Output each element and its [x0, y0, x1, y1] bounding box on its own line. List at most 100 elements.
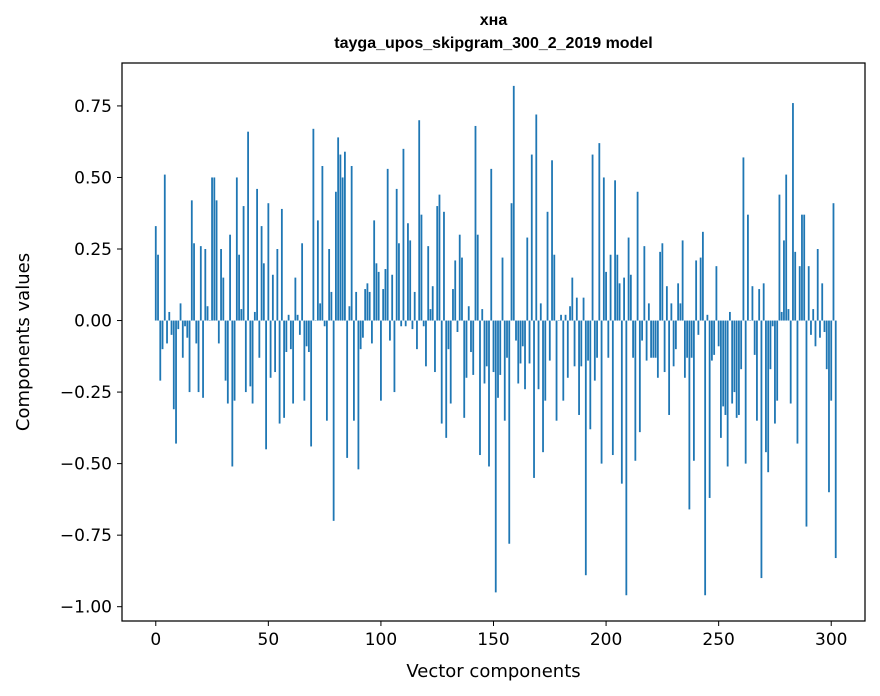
bar [420, 214, 423, 321]
bar [224, 320, 227, 381]
bar [154, 226, 157, 321]
bar [431, 286, 434, 321]
bar [710, 320, 713, 361]
bar [796, 320, 799, 444]
bar [357, 320, 360, 470]
bar [656, 320, 659, 378]
bar [834, 320, 837, 559]
bar [366, 283, 369, 321]
bar [497, 320, 499, 398]
bar [337, 137, 340, 321]
bar [526, 237, 529, 321]
bar [492, 320, 495, 373]
bar [605, 271, 607, 321]
bar [598, 143, 601, 321]
bar [659, 251, 662, 321]
bar [195, 320, 198, 344]
bar [443, 211, 445, 321]
bar [679, 303, 682, 321]
chart-subtitle: tayga_upos_skipgram_300_2_2019 model [334, 35, 653, 52]
bar [188, 320, 191, 393]
bar [330, 291, 333, 321]
bar [305, 320, 308, 347]
bar [641, 320, 644, 341]
bar [271, 274, 274, 321]
bar [560, 314, 562, 321]
bar [163, 174, 166, 321]
bar [566, 320, 569, 378]
bar [319, 303, 322, 321]
bar [645, 320, 648, 361]
x-tick-label: 0 [150, 630, 161, 650]
bar [524, 320, 526, 390]
bar [229, 234, 231, 321]
bar [359, 320, 362, 350]
bar [474, 125, 477, 321]
bar [636, 191, 639, 321]
bar [434, 320, 436, 373]
bar [283, 320, 286, 418]
bar [386, 168, 389, 321]
bar [479, 320, 481, 456]
bar [816, 249, 819, 321]
bar [307, 320, 310, 353]
bar [411, 320, 414, 330]
bar [776, 320, 779, 401]
bar [323, 320, 326, 327]
bar [778, 194, 781, 321]
bar [285, 320, 288, 353]
bar [501, 257, 504, 321]
bar [690, 320, 693, 358]
bar [740, 320, 743, 370]
bar [742, 157, 745, 321]
bar [551, 160, 553, 321]
bar [614, 180, 616, 321]
bar [715, 266, 718, 321]
bar [186, 320, 189, 338]
bar [569, 306, 571, 321]
bar [562, 320, 565, 401]
bar [542, 320, 544, 453]
bar [235, 177, 238, 321]
bar [206, 306, 209, 321]
bar [616, 254, 619, 321]
bar [697, 320, 700, 335]
bar [571, 277, 574, 321]
bar [166, 320, 168, 344]
bar [771, 320, 774, 327]
bar [602, 177, 605, 321]
bar [823, 320, 826, 332]
bar [384, 269, 387, 321]
bar [274, 320, 277, 373]
y-axis: −1.00 −0.75 −0.50 −0.25 0.00 0.25 0.50 0.75 [60, 97, 122, 618]
bar [276, 249, 279, 321]
bar [334, 191, 337, 321]
bar [213, 177, 216, 321]
y-tick-label: 0.25 [74, 240, 112, 260]
bar [389, 320, 391, 341]
bar [548, 320, 551, 361]
bar [328, 249, 331, 321]
bar [647, 303, 650, 321]
bar [665, 286, 668, 321]
bar [355, 291, 358, 321]
bar [722, 320, 725, 407]
bar [769, 320, 772, 370]
bar [512, 85, 515, 321]
bar [503, 320, 506, 421]
bar [301, 243, 304, 321]
bars-group [154, 85, 837, 596]
bar [253, 311, 256, 321]
bar [436, 206, 439, 321]
bar [780, 311, 783, 321]
bar [575, 297, 578, 321]
bar [238, 254, 240, 321]
bar [535, 114, 538, 321]
bar [701, 231, 704, 321]
bar [729, 311, 731, 321]
bar [296, 314, 299, 321]
bar [609, 254, 612, 321]
bar [683, 320, 686, 378]
bar [341, 177, 344, 321]
